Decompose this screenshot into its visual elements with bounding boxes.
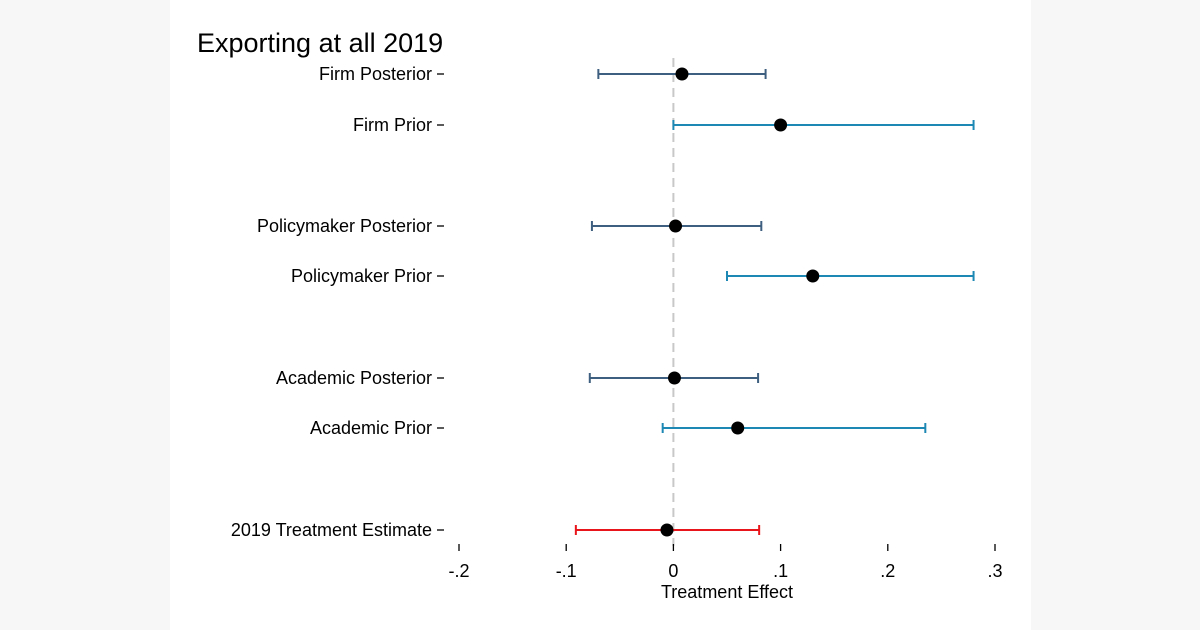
chart-figure: Exporting at all 2019 Firm Posterior Firm… (170, 0, 1031, 630)
row-label: Firm Prior (353, 115, 432, 135)
point-estimate (669, 219, 683, 233)
coef-row: Firm Posterior (319, 64, 767, 84)
point-estimate (667, 371, 681, 385)
coef-row: 2019 Treatment Estimate (231, 520, 761, 540)
point-estimate (774, 118, 788, 132)
point-estimate (660, 523, 674, 537)
point-estimate (731, 421, 745, 435)
point-estimate (806, 269, 820, 283)
coef-row: Academic Prior (310, 418, 927, 438)
coefficient-plot: Exporting at all 2019 Firm PosteriorFirm… (197, 28, 1003, 602)
rows-layer: Firm Posterior Firm Prior Policymaker Post… (231, 64, 975, 540)
x-tick-label: -.1 (556, 561, 577, 581)
x-axis: -.2 -.1 0 .1 .2 .3 (448, 544, 1003, 581)
row-label: Firm Posterior (319, 64, 432, 84)
coef-row: Firm Prior (353, 115, 975, 135)
x-tick-label: 0 (668, 561, 678, 581)
x-tick-label: .1 (773, 561, 788, 581)
row-label: Policymaker Prior (291, 266, 432, 286)
x-tick-label: .3 (987, 561, 1002, 581)
row-label: Policymaker Posterior (257, 216, 432, 236)
chart-title: Exporting at all 2019 (197, 28, 443, 58)
x-tick-label: -.2 (448, 561, 469, 581)
x-axis-title: Treatment Effect (661, 582, 793, 602)
row-label: 2019 Treatment Estimate (231, 520, 432, 540)
row-label: Academic Posterior (276, 368, 432, 388)
row-label: Academic Prior (310, 418, 432, 438)
x-tick-label: .2 (880, 561, 895, 581)
point-estimate (675, 67, 689, 81)
coef-row: Policymaker Prior (291, 266, 975, 286)
coef-row: Policymaker Posterior (257, 216, 763, 236)
coef-row: Academic Posterior (276, 368, 760, 388)
